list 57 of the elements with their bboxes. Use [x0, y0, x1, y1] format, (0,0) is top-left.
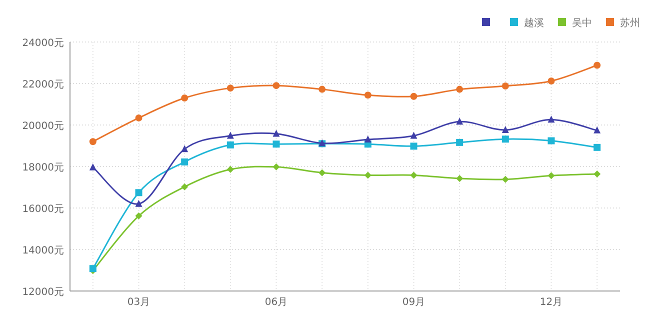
point [135, 212, 142, 220]
x-tick-label: 12月 [540, 297, 563, 308]
point [502, 136, 509, 143]
point [548, 172, 555, 180]
point [456, 86, 464, 93]
point [226, 132, 234, 139]
point [594, 144, 601, 151]
point [502, 176, 509, 183]
legend-label: 吴中 [572, 17, 592, 29]
point [594, 126, 601, 134]
point [135, 189, 142, 196]
point [410, 172, 418, 179]
y-tick-label: 24000元 [22, 38, 64, 49]
point [89, 163, 96, 170]
point [318, 169, 326, 176]
point [364, 92, 372, 99]
point [135, 200, 142, 207]
point [181, 145, 188, 152]
x-tick-label: 09月 [402, 297, 426, 308]
point [272, 82, 280, 90]
point [502, 126, 509, 133]
point [364, 172, 372, 179]
point [272, 130, 280, 137]
y-tick-label: 14000元 [22, 246, 64, 256]
y-tick-label: 12000元 [22, 287, 64, 298]
point [226, 141, 234, 148]
point [318, 86, 326, 93]
point [364, 136, 372, 143]
point [410, 92, 418, 100]
point [456, 118, 464, 125]
point [548, 137, 555, 144]
legend-label: 苏州 [620, 17, 640, 29]
point [181, 183, 188, 190]
point [410, 132, 418, 139]
point [181, 158, 188, 166]
y-tick-label: 22000元 [22, 80, 64, 90]
point [548, 78, 555, 85]
x-tick-label: 03月 [127, 297, 150, 308]
point [89, 138, 96, 146]
point [410, 142, 418, 150]
point [226, 166, 234, 173]
point [272, 163, 280, 170]
point [181, 94, 188, 102]
point [135, 114, 142, 122]
y-tick-label: 16000元 [22, 204, 64, 215]
point [594, 62, 601, 69]
x-tick-label: 06月 [264, 297, 288, 308]
legend-label: 越溪 [524, 17, 544, 29]
point [502, 82, 509, 90]
y-tick-label: 20000元 [22, 121, 64, 132]
point [456, 175, 464, 182]
point [226, 84, 234, 92]
y-tick-label: 18000元 [22, 162, 64, 174]
point [272, 140, 280, 148]
point [456, 138, 464, 146]
point [594, 170, 601, 178]
point [548, 116, 555, 123]
